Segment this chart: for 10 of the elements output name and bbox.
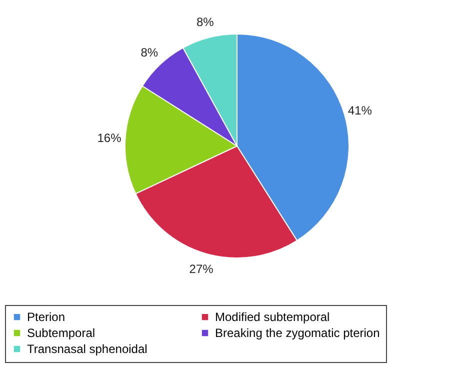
data-label: 8% [140,46,158,60]
legend-label: Subtemporal [27,326,96,340]
legend-label: Transnasal sphenoidal [27,342,148,356]
legend-label: Modified subtemporal [215,310,330,324]
legend-label: Breaking the zygomatic pterion [215,326,380,340]
legend-label: Pterion [27,310,66,324]
data-label: 27% [189,262,214,276]
data-label: 41% [348,103,372,118]
data-label: 8% [196,15,214,30]
data-label: 16% [97,130,122,145]
